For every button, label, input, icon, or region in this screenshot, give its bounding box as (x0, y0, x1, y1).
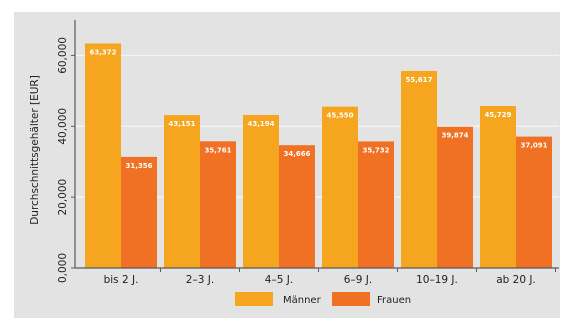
x-tick-label: 2–3 J. (186, 274, 214, 286)
bars (85, 43, 552, 269)
bar-value-label: 31,356 (125, 162, 152, 170)
bar-value-label: 34,666 (283, 150, 310, 158)
x-tick-label: 10–19 J. (416, 274, 458, 286)
bar-maenner (85, 43, 121, 268)
bar-value-label: 45,550 (326, 112, 353, 120)
y-tick-label: 60,000 (57, 37, 69, 74)
bar-frauen (358, 141, 394, 268)
bar-maenner (401, 70, 437, 269)
y-tick-label: 0,000 (57, 253, 69, 283)
bar-value-label: 55,617 (405, 76, 432, 84)
x-tick-label: 6–9 J. (344, 274, 372, 286)
bar-value-label: 43,151 (168, 120, 195, 128)
bar-value-label: 35,761 (204, 146, 231, 154)
bar-frauen (121, 156, 157, 268)
bar-maenner (480, 105, 516, 269)
bar-value-label: 39,874 (441, 132, 468, 140)
legend-label-maenner: Männer (283, 295, 322, 306)
x-tick-label: bis 2 J. (104, 274, 139, 286)
x-axis-ticks: bis 2 J. 2–3 J. 4–5 J. 6–9 J. 10–19 J. ab 20 … (104, 268, 556, 286)
bar-value-label: 37,091 (520, 142, 547, 150)
bar-value-label: 63,372 (89, 48, 116, 56)
bar-maenner (322, 106, 358, 268)
data-labels: 63,372 31,356 43,151 35,761 43,194 34,666 45,5… (89, 48, 547, 169)
bar-value-label: 43,194 (247, 120, 274, 128)
x-tick-label: ab 20 J. (496, 274, 536, 286)
bar-value-label: 35,732 (362, 146, 389, 154)
bar-frauen (516, 136, 552, 268)
bar-value-label: 45,729 (484, 111, 511, 119)
bar-frauen (200, 141, 236, 268)
bar-frauen (279, 145, 315, 268)
y-axis-title: Durchschnittsgehälter [EUR] (29, 75, 41, 225)
legend-label-frauen: Frauen (377, 295, 411, 306)
legend: Männer Frauen (235, 292, 411, 306)
y-tick-label: 20,000 (57, 179, 69, 216)
bar-frauen (437, 126, 473, 268)
y-tick-label: 40,000 (57, 108, 69, 145)
y-axis-ticks: 0,000 20,000 40,000 60,000 (57, 37, 75, 283)
x-tick-label: 4–5 J. (265, 274, 293, 286)
bar-maenner (243, 114, 279, 269)
bar-maenner (164, 115, 200, 269)
legend-swatch-frauen (332, 292, 370, 306)
legend-swatch-maenner (235, 292, 273, 306)
